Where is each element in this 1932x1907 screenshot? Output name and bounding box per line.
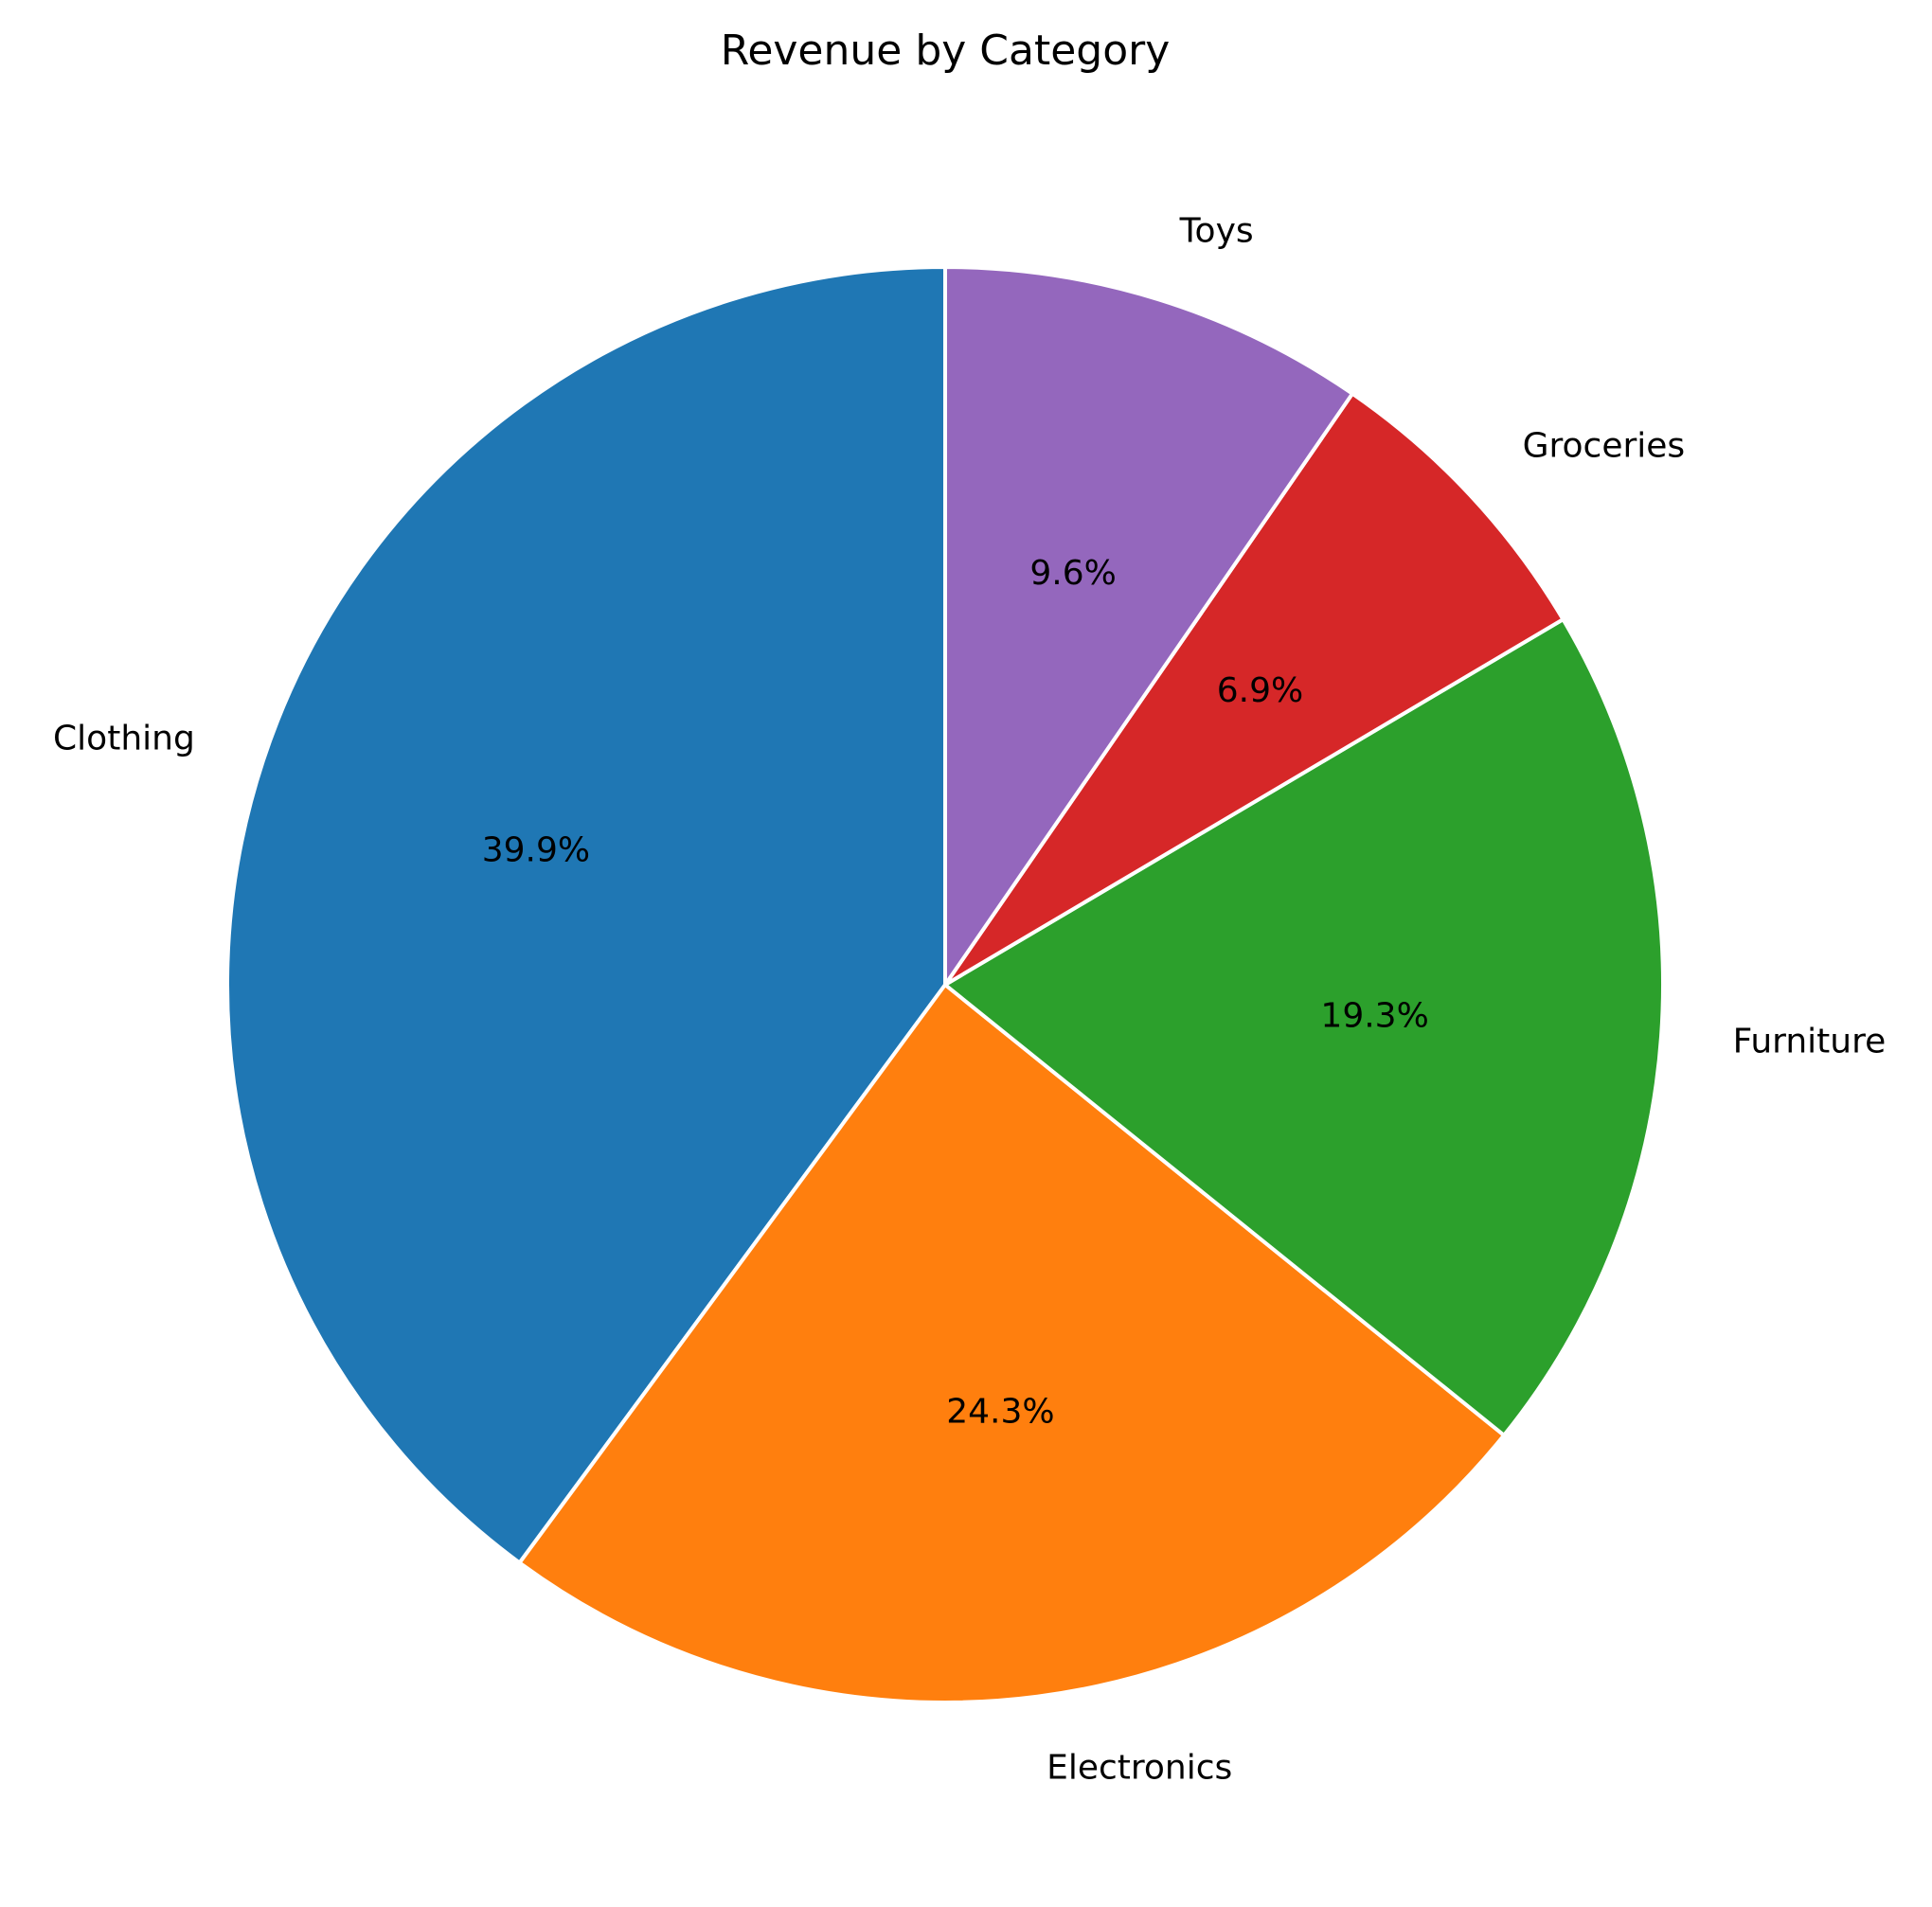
category-label-furniture: Furniture [1733,1023,1887,1061]
percent-labels: 39.9% 24.3% 19.3% 6.9% 9.6% [482,554,1429,1431]
pie-slice-toys [943,265,1354,987]
percent-label-toys: 9.6% [1029,554,1116,593]
category-label-electronics: Electronics [1046,1748,1232,1787]
category-label-groceries: Groceries [1523,427,1686,466]
percent-label-groceries: 6.9% [1217,671,1303,710]
pie-slice-electronics [517,983,1507,1704]
pie-slice-groceries [943,391,1565,987]
pie-wedges [225,265,1665,1704]
category-labels: Clothing Electronics Furniture Groceries Toy… [53,211,1886,1787]
category-label-clothing: Clothing [53,719,195,757]
chart-title: Revenue by Category [721,27,1171,75]
pie-slice-clothing [225,265,947,1565]
percent-label-clothing: 39.9% [482,831,590,870]
percent-label-furniture: 19.3% [1320,996,1428,1035]
pie-slice-furniture [943,617,1665,1437]
category-label-toys: Toys [1179,211,1254,250]
percent-label-electronics: 24.3% [946,1393,1054,1432]
